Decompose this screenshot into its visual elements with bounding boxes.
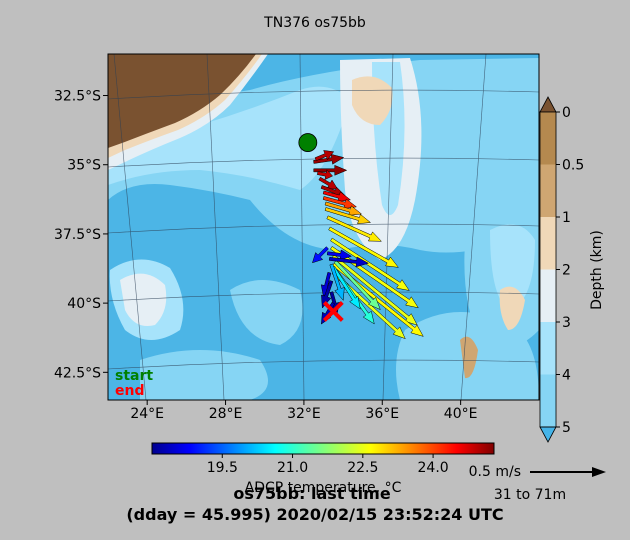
depth-colorbar-tick-label: 0.5: [562, 158, 584, 174]
y-tick-label: 35°S: [67, 158, 101, 174]
depth-colorbar-tick-label: 5: [562, 420, 571, 436]
velocity-vector: [322, 196, 358, 209]
depth-colorbar-tick-label: 4: [562, 368, 571, 384]
depth-colorbar-label: Depth (km): [589, 230, 605, 310]
velocity-vector: [313, 164, 348, 176]
depth-colorbar-segment: [540, 217, 556, 270]
x-tick-label: 24°E: [130, 406, 164, 422]
chart-title: TN376 os75bb: [263, 15, 366, 31]
x-axis-ticks: 24°E 28°E 32°E 36°E 40°E: [130, 400, 477, 422]
depth-colorbar-tick-label: 2: [562, 263, 571, 279]
x-tick-label: 40°E: [444, 406, 478, 422]
scale-speed-label: 0.5 m/s: [469, 464, 521, 480]
map-frame: [107, 53, 540, 401]
velocity-vector: [326, 215, 382, 242]
land-africa: [108, 54, 268, 170]
depth-colorbar-segment: [540, 164, 556, 217]
scale-arrow: [530, 467, 606, 477]
y-tick-label: 42.5°S: [54, 365, 101, 381]
y-tick-label: 40°S: [67, 296, 101, 312]
depth-colorbar-bottom-extend: [539, 426, 557, 443]
velocity-vector: [324, 207, 372, 225]
depth-colorbar-segment: [540, 112, 556, 165]
depth-colorbar-tick-label: 0: [562, 105, 571, 121]
graticule: [108, 54, 539, 400]
velocity-vector: [314, 150, 335, 162]
depth-colorbar-tick-label: 3: [562, 315, 571, 331]
temperature-colorbar-tick-label: 24.0: [418, 460, 449, 476]
depth-colorbar: 0 0.5 1 2 3 4 5: [539, 96, 584, 443]
depth-colorbar-segment: [540, 269, 556, 322]
footer-line2: (dday = 45.995) 2020/02/15 23:52:24 UTC: [126, 505, 503, 524]
velocity-vector: [329, 263, 345, 302]
velocity-vector: [312, 246, 329, 264]
x-tick-label: 36°E: [365, 406, 399, 422]
temperature-colorbar-label: ADCP temperature, °C: [245, 480, 402, 496]
velocity-vector: [326, 249, 352, 261]
depth-colorbar-segment: [540, 374, 556, 427]
y-tick-label: 32.5°S: [54, 89, 101, 105]
velocity-vector: [328, 256, 370, 268]
x-tick-label: 28°E: [209, 406, 243, 422]
velocity-vector: [330, 237, 410, 291]
temperature-colorbar-ticks: 19.5 21.0 22.5 24.0: [207, 454, 449, 476]
depth-colorbar-segment: [540, 322, 556, 375]
velocity-vector: [318, 176, 339, 190]
velocity-vector: [333, 260, 381, 311]
end-marker: [322, 301, 344, 322]
y-axis-ticks: 32.5°S 35°S 37.5°S 40°S 42.5°S: [54, 89, 108, 381]
map-panel: [108, 54, 539, 400]
track-markers: [298, 133, 344, 322]
depth-colorbar-tick-label: 1: [562, 210, 571, 226]
start-marker: [298, 133, 318, 152]
velocity-vector: [331, 254, 418, 326]
footer-line1: os75bb: last time: [233, 484, 390, 503]
temperature-colorbar-tick-label: 22.5: [347, 460, 378, 476]
velocity-vector: [328, 226, 399, 268]
x-tick-label: 32°E: [287, 406, 321, 422]
velocity-vector: [324, 201, 363, 216]
legend-start: start: [115, 368, 153, 384]
temperature-colorbar: [151, 442, 495, 455]
y-tick-label: 37.5°S: [54, 227, 101, 243]
legend-end: end: [115, 383, 144, 399]
temperature-colorbar-tick-label: 19.5: [207, 460, 238, 476]
depth-colorbar-top-extend: [539, 96, 557, 113]
scale-depth-label: 31 to 71m: [494, 487, 566, 503]
velocity-vector: [322, 190, 352, 202]
temperature-colorbar-tick-label: 21.0: [277, 460, 308, 476]
velocity-vectors: [312, 150, 424, 340]
velocity-vector: [331, 265, 361, 310]
velocity-vector: [317, 169, 334, 181]
